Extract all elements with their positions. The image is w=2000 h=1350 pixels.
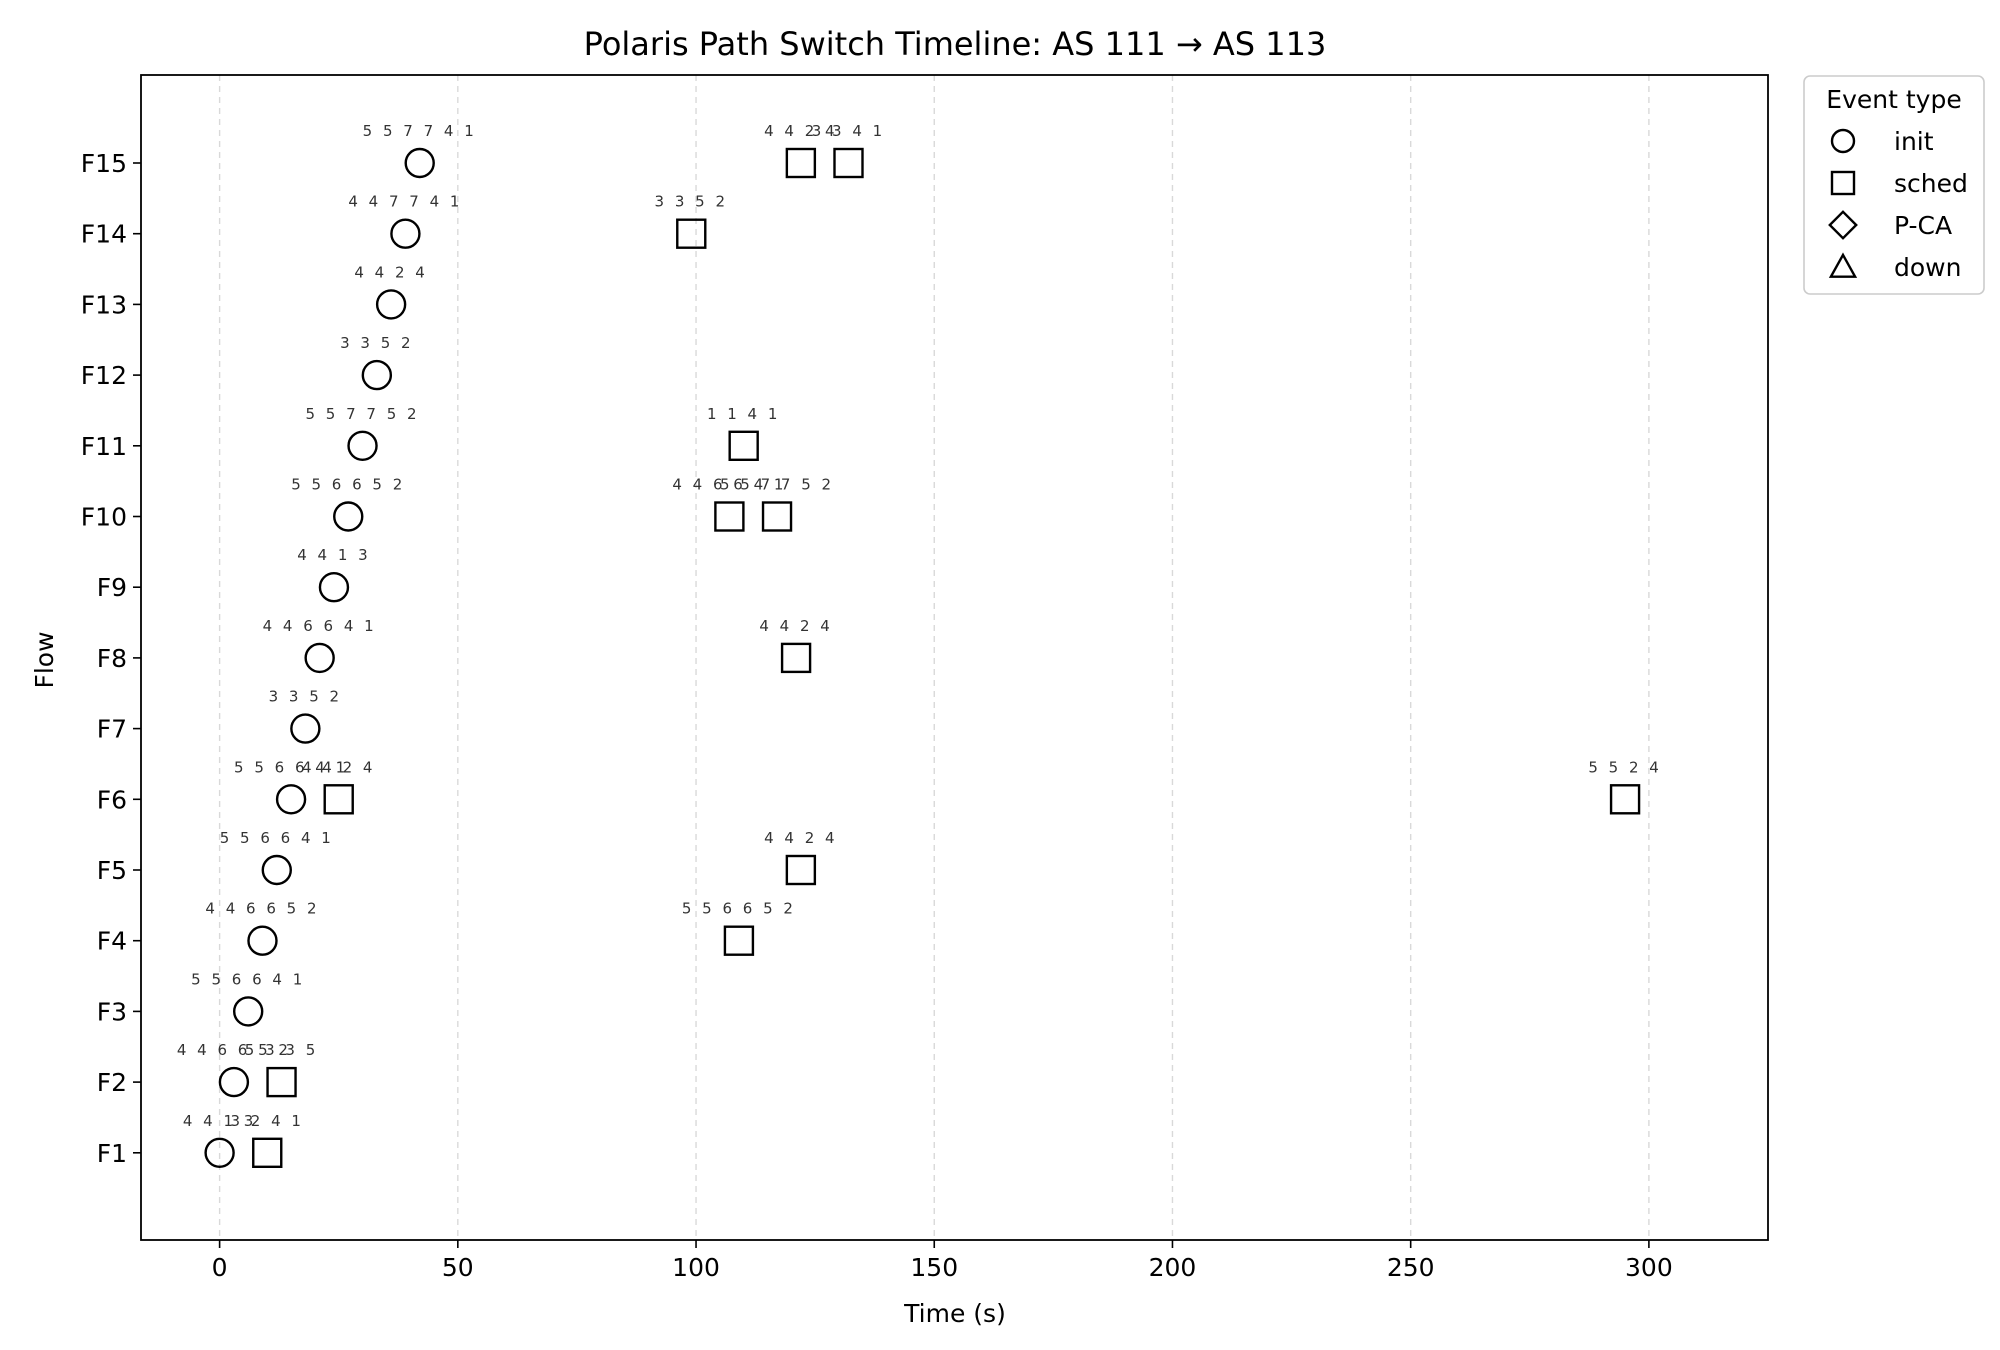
legend-marker-diamond [1828,210,1858,240]
x-tick-label: 200 [1149,1253,1197,1282]
event-path-label: 4 4 2 4 [759,617,832,635]
event-path-label: 4 4 6 6 4 1 [672,476,786,494]
event-path-label: 4 4 1 3 [297,546,370,564]
legend-label: down [1894,253,1961,282]
event-path-label: 5 5 7 7 5 2 [720,476,834,494]
event-marker-init [275,784,307,815]
event-marker-sched [723,925,755,956]
event-path-label: 4 4 2 4 [764,122,837,140]
event-marker-sched [1609,784,1641,815]
event-marker-init [290,713,321,744]
legend-marker-square [1830,170,1856,196]
y-tick-label: F14 [81,220,127,249]
x-tick-label: 250 [1387,1253,1435,1282]
event-marker-sched [728,430,759,461]
event-path-label: 4 4 2 4 [302,758,375,776]
y-axis-ticks: F1 F2 F3 F4 F5 F6 F7 F8 F9 F10 F11 F12 F13 F14 F15 [81,149,141,1168]
event-path-label: 5 5 6 6 4 1 [234,758,348,776]
chart-title: Polaris Path Switch Timeline: AS 111 → A… [584,25,1327,63]
legend: Event type init sched P-CA down [1803,75,1985,295]
event-path-label: 5 5 6 6 5 2 [682,900,796,918]
event-path-label: 4 4 7 7 4 1 [348,193,462,211]
y-tick-label: F6 [97,785,127,814]
event-labels: 4 4 1 33 2 4 14 4 6 6 5 25 3 3 55 5 6 6 … [177,122,1661,1130]
x-tick-label: 150 [910,1253,958,1282]
y-tick-label: F5 [97,856,127,885]
x-tick-label: 50 [442,1253,474,1282]
legend-marker-circle [1830,128,1856,154]
event-marker-init [375,289,407,320]
event-path-label: 5 5 7 7 4 1 [363,122,477,140]
x-tick-label: 0 [212,1253,228,1282]
event-marker-init [318,572,350,603]
event-marker-sched [676,218,707,249]
event-marker-sched [833,147,864,179]
event-marker-sched [785,854,817,886]
y-tick-label: F12 [81,361,127,390]
event-path-label: 4 4 6 6 5 2 [177,1041,291,1059]
y-tick-label: F3 [97,997,127,1026]
event-marker-sched [761,501,793,532]
y-axis-label: Flow [30,631,59,688]
y-tick-label: F11 [81,432,127,461]
x-axis-ticks: 0 50 100 150 200 250 300 [212,1240,1673,1282]
event-path-label: 5 5 7 7 5 2 [305,405,419,423]
x-tick-label: 300 [1625,1253,1673,1282]
event-path-label: 4 4 6 6 5 2 [205,900,319,918]
legend-label: sched [1894,169,1968,198]
event-path-label: 3 3 5 2 [269,688,342,706]
event-path-label: 1 1 4 1 [707,405,780,423]
event-path-label: 4 4 2 4 [764,829,837,847]
y-tick-label: F8 [97,644,127,673]
event-path-label: 5 5 6 6 4 1 [191,970,305,988]
event-marker-sched [785,147,817,179]
event-path-label: 3 3 5 2 [340,334,413,352]
x-tick-label: 100 [672,1253,720,1282]
legend-title: Event type [1826,85,1961,114]
event-markers [204,147,1641,1169]
event-marker-sched [323,784,354,815]
legend-label: init [1894,127,1934,156]
event-marker-sched [266,1066,297,1098]
legend-entries: init sched P-CA down [1828,127,1968,282]
event-marker-init [347,430,378,461]
event-marker-sched [714,501,745,532]
event-path-label: 5 5 6 6 5 2 [291,476,405,494]
y-tick-label: F9 [97,573,127,602]
event-marker-init [390,218,421,249]
event-marker-init [204,1137,235,1169]
event-marker-init [404,147,435,179]
event-path-label: 4 4 1 3 [183,1112,256,1130]
event-marker-init [232,996,264,1027]
event-path-label: 3 2 4 1 [231,1112,304,1130]
event-path-label: 3 3 5 2 [655,193,728,211]
event-path-label: 4 4 2 4 [354,263,427,281]
y-tick-label: F2 [97,1068,127,1097]
y-tick-label: F13 [81,290,127,319]
y-tick-label: F4 [97,927,127,956]
event-marker-init [333,501,364,532]
event-path-label: 4 4 6 6 4 1 [263,617,377,635]
event-marker-init [261,854,292,886]
event-marker-init [304,642,335,674]
event-path-label: 5 3 3 5 [245,1041,318,1059]
y-tick-label: F7 [97,715,127,744]
event-path-label: 3 3 4 1 [812,122,885,140]
event-marker-sched [252,1137,283,1169]
grid-lines [218,75,1650,1240]
event-marker-init [361,359,393,391]
event-marker-init [247,925,278,956]
event-path-label: 5 5 2 4 [1588,758,1661,776]
legend-label: P-CA [1894,211,1952,240]
legend-marker-triangle [1828,252,1858,278]
y-tick-label: F10 [81,503,127,532]
y-tick-label: F15 [81,149,127,178]
event-path-label: 5 5 6 6 4 1 [220,829,334,847]
event-marker-init [218,1066,250,1098]
event-marker-sched [780,642,812,674]
x-axis-label: Time (s) [903,1299,1006,1328]
y-tick-label: F1 [97,1139,127,1168]
